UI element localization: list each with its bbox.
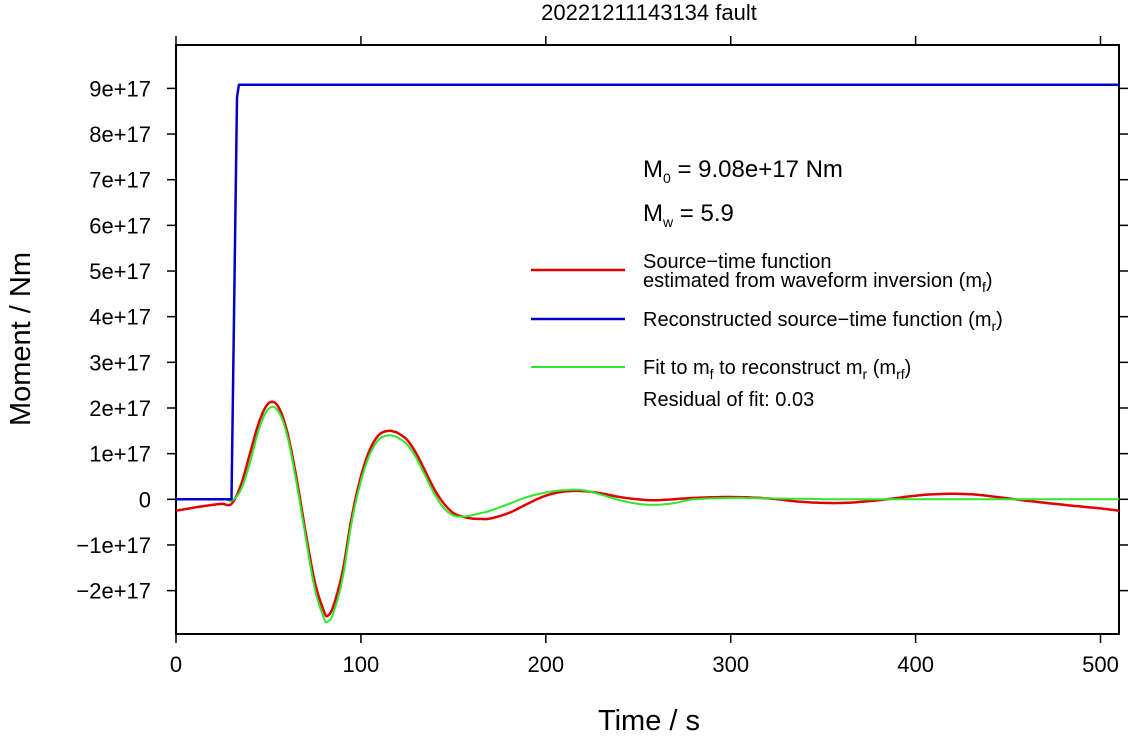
series-line-mrf	[176, 405, 1119, 624]
y-tick-label-1: −1e+17	[76, 533, 151, 558]
y-tick-label-10: 8e+17	[89, 122, 151, 147]
y-tick-label-6: 4e+17	[89, 305, 151, 330]
x-tick-label-3: 300	[712, 652, 749, 677]
legend-label-mrf: Fit to mf to reconstruct mr (mrf)	[643, 357, 911, 382]
y-tick-label-11: 9e+17	[89, 76, 151, 101]
y-tick-label-0: −2e+17	[76, 579, 151, 604]
y-axis-label: Moment / Nm	[5, 252, 37, 426]
y-tick-label-3: 1e+17	[89, 442, 151, 467]
axis-tick-labels: 0 100 200 300 400 500 −2e+17 −1e+17 0 1e+17 2e+17 3…	[76, 76, 1119, 677]
legend-label-mf-line1: Source−time function	[643, 251, 831, 273]
x-tick-label-0: 0	[170, 652, 182, 677]
y-tick-label-5: 3e+17	[89, 350, 151, 375]
y-tick-label-7: 5e+17	[89, 259, 151, 284]
axis-ticks	[167, 36, 1128, 643]
x-tick-label-1: 100	[343, 652, 380, 677]
x-tick-label-4: 400	[897, 652, 934, 677]
x-tick-label-2: 200	[527, 652, 564, 677]
legend-label-mr: Reconstructed source−time function (mr)	[643, 309, 1003, 334]
x-tick-label-5: 500	[1082, 652, 1119, 677]
y-tick-label-8: 6e+17	[89, 213, 151, 238]
y-tick-label-9: 7e+17	[89, 168, 151, 193]
series-line-mf	[176, 400, 1119, 618]
moment-magnitude-annotation: Mw = 5.9	[643, 200, 734, 230]
y-tick-label-2: 0	[139, 487, 151, 512]
legend: Source−time function estimated from wave…	[531, 251, 1003, 411]
series-lines	[176, 83, 1119, 624]
x-axis-label: Time / s	[598, 705, 700, 736]
legend-label-mf-line2: estimated from waveform inversion (mf)	[643, 270, 993, 295]
series-line-mr	[176, 83, 1119, 501]
residual-annotation: Residual of fit: 0.03	[643, 389, 814, 411]
plot-frame	[175, 44, 1120, 635]
chart-title: 20221211143134 fault	[541, 0, 757, 25]
y-tick-label-4: 2e+17	[89, 396, 151, 421]
seismic-moment-annotation: M0 = 9.08e+17 Nm	[643, 156, 843, 186]
